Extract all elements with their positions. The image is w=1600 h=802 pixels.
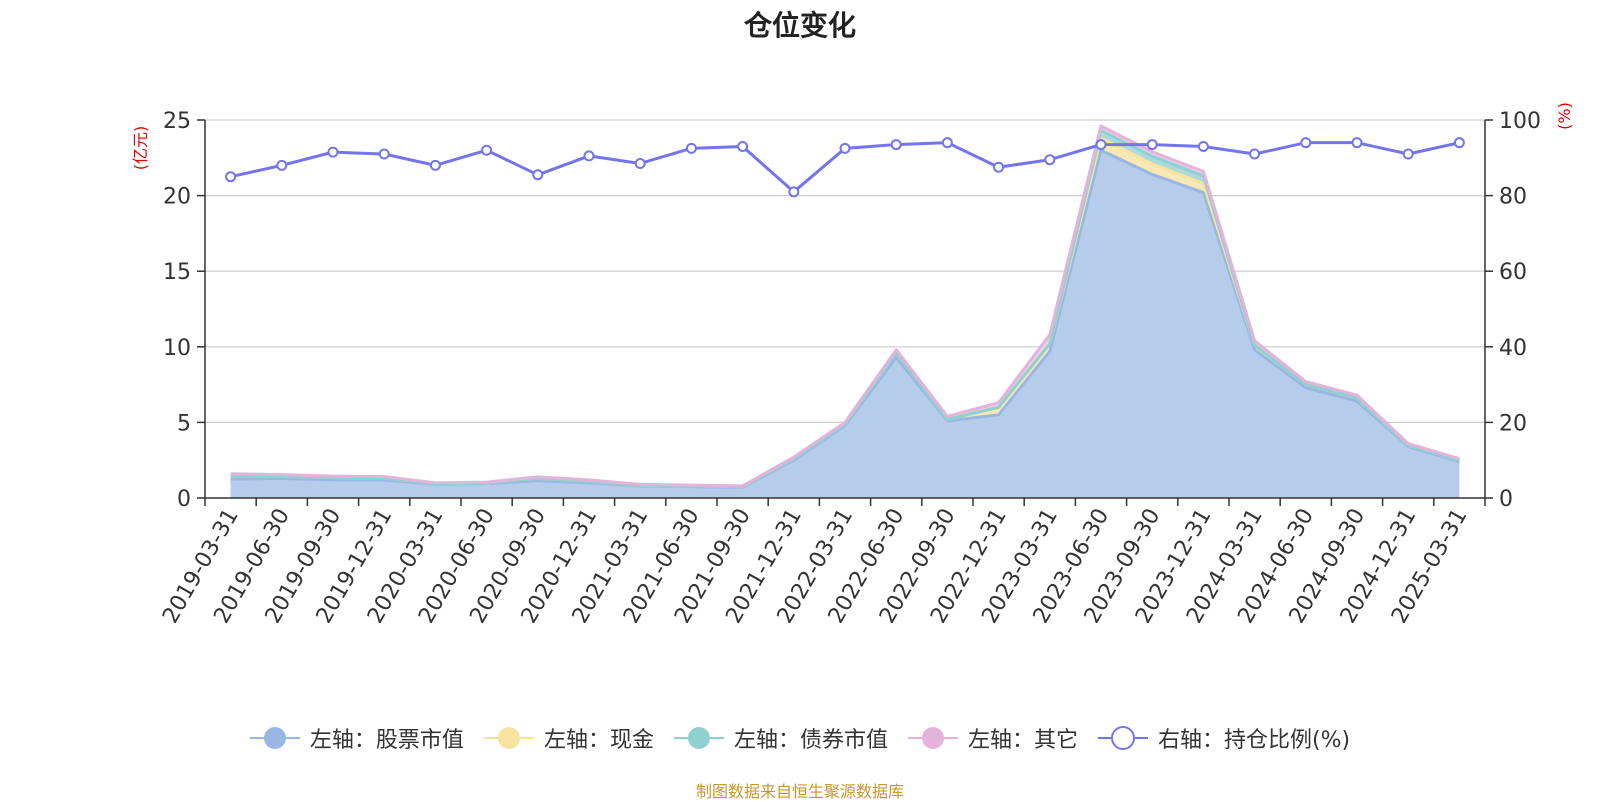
legend-stock-label: 左轴：股票市值 — [309, 728, 464, 753]
area-series — [230, 124, 1460, 499]
data-source-note: 制图数据来自恒生聚源数据库 — [695, 782, 904, 801]
left-axis-tick-label: 15 — [163, 260, 191, 285]
ratio-point — [1351, 137, 1363, 149]
right-axis-unit: (%) — [1555, 102, 1574, 130]
legend-ratio-label: 右轴：持仓比例(%) — [1157, 728, 1351, 753]
chart-legend: 左轴：股票市值 左轴：现金 左轴：债券市值 左轴：其它 右轴：持仓比例(%) — [0, 722, 1600, 754]
right-axis-tick-label: 40 — [1499, 336, 1527, 361]
ratio-point — [327, 146, 339, 158]
legend-cash-icon — [483, 727, 534, 749]
ratio-point — [481, 144, 493, 156]
legend-bond-label: 左轴：债券市值 — [733, 728, 888, 753]
ratio-point — [1044, 154, 1056, 166]
ratio-point — [1146, 139, 1158, 151]
chart-title: 仓位变化 — [743, 9, 856, 42]
right-axis-tick-label: 80 — [1499, 185, 1527, 210]
area-0 — [230, 150, 1460, 499]
legend-cash-label: 左轴：现金 — [543, 728, 654, 753]
legend-item-cash[interactable]: 左轴：现金 — [483, 722, 654, 754]
ratio-point — [1453, 137, 1465, 149]
legend-item-other[interactable]: 左轴：其它 — [907, 722, 1078, 754]
left-axis-tick-label: 20 — [163, 185, 191, 210]
legend-other-label: 左轴：其它 — [967, 728, 1078, 753]
left-axis-tick-label: 25 — [163, 109, 191, 134]
ratio-point — [634, 157, 646, 169]
ratio-point — [429, 159, 441, 171]
right-axis-tick-label: 100 — [1499, 109, 1541, 134]
ratio-point — [737, 140, 749, 152]
ratio-point — [532, 169, 544, 181]
ratio-point — [1095, 139, 1107, 151]
legend-stock-icon — [249, 727, 300, 749]
ratio-point — [1197, 140, 1209, 152]
ratio-point — [839, 142, 851, 154]
legend-item-bond[interactable]: 左轴：债券市值 — [673, 722, 888, 754]
left-axis-tick-label: 0 — [177, 487, 191, 512]
left-axis-tick-label: 10 — [163, 336, 191, 361]
right-axis-tick-label: 20 — [1499, 411, 1527, 436]
legend-other-icon — [907, 727, 958, 749]
ratio-point — [685, 142, 697, 154]
ratio-point — [583, 150, 595, 162]
legend-item-ratio[interactable]: 右轴：持仓比例(%) — [1097, 722, 1351, 754]
left-axis-tick-label: 5 — [177, 411, 191, 436]
legend-ratio-icon — [1097, 726, 1148, 750]
axes: 05101520250204060801002019-03-312019-06-… — [158, 109, 1541, 628]
ratio-line — [225, 137, 1465, 198]
right-axis-tick-label: 0 — [1499, 487, 1513, 512]
ratio-point — [941, 137, 953, 149]
legend-item-stock[interactable]: 左轴：股票市值 — [249, 722, 464, 754]
left-axis-unit: (亿元) — [131, 126, 150, 171]
ratio-point — [890, 139, 902, 151]
ratio-point — [1402, 148, 1414, 160]
ratio-point — [378, 148, 390, 160]
ratio-point — [1300, 137, 1312, 149]
ratio-point — [788, 186, 800, 198]
chart-canvas: 05101520250204060801002019-03-312019-06-… — [131, 102, 1574, 628]
ratio-point — [276, 159, 288, 171]
ratio-point — [1249, 148, 1261, 160]
ratio-point — [993, 161, 1005, 173]
legend-bond-icon — [673, 727, 724, 749]
right-axis-tick-label: 60 — [1499, 260, 1527, 285]
ratio-point — [225, 171, 237, 183]
area-line-3 — [230, 124, 1460, 488]
